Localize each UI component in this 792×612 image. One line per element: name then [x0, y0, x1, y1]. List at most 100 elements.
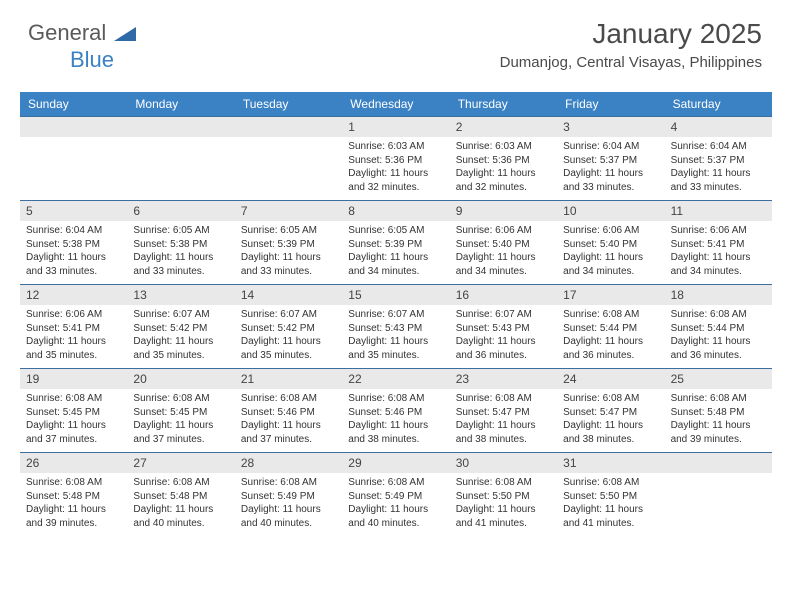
day-info-line: Sunrise: 6:07 AM	[456, 308, 551, 322]
day-info-line: Sunrise: 6:05 AM	[241, 224, 336, 238]
day-info-line: Sunset: 5:43 PM	[348, 322, 443, 336]
day-info-line: and 40 minutes.	[241, 517, 336, 531]
day-info-line: Daylight: 11 hours	[241, 503, 336, 517]
day-info-line: Sunrise: 6:08 AM	[133, 392, 228, 406]
calendar-cell: 17Sunrise: 6:08 AMSunset: 5:44 PMDayligh…	[557, 285, 664, 368]
day-info-line: Daylight: 11 hours	[563, 335, 658, 349]
day-info-line: and 36 minutes.	[563, 349, 658, 363]
day-number: 15	[342, 285, 449, 305]
calendar: SundayMondayTuesdayWednesdayThursdayFrid…	[20, 92, 772, 536]
day-info: Sunrise: 6:08 AMSunset: 5:47 PMDaylight:…	[557, 389, 664, 452]
day-info-line: Sunset: 5:50 PM	[456, 490, 551, 504]
weekday-header-cell: Friday	[557, 92, 664, 116]
day-info: Sunrise: 6:07 AMSunset: 5:42 PMDaylight:…	[127, 305, 234, 368]
day-info: Sunrise: 6:08 AMSunset: 5:46 PMDaylight:…	[342, 389, 449, 452]
day-number: 1	[342, 117, 449, 137]
day-info-line: Sunset: 5:41 PM	[671, 238, 766, 252]
calendar-cell: 13Sunrise: 6:07 AMSunset: 5:42 PMDayligh…	[127, 285, 234, 368]
day-info-line: Daylight: 11 hours	[348, 419, 443, 433]
day-number: 21	[235, 369, 342, 389]
day-info: Sunrise: 6:08 AMSunset: 5:48 PMDaylight:…	[127, 473, 234, 536]
day-info-line: Sunset: 5:42 PM	[133, 322, 228, 336]
calendar-cell: 21Sunrise: 6:08 AMSunset: 5:46 PMDayligh…	[235, 369, 342, 452]
day-info-line: Daylight: 11 hours	[26, 419, 121, 433]
day-info-line: Daylight: 11 hours	[456, 503, 551, 517]
day-info-line: and 39 minutes.	[671, 433, 766, 447]
day-info-line: Sunset: 5:41 PM	[26, 322, 121, 336]
day-info: Sunrise: 6:05 AMSunset: 5:39 PMDaylight:…	[342, 221, 449, 284]
calendar-cell: 7Sunrise: 6:05 AMSunset: 5:39 PMDaylight…	[235, 201, 342, 284]
day-number: 29	[342, 453, 449, 473]
day-info: Sunrise: 6:04 AMSunset: 5:37 PMDaylight:…	[665, 137, 772, 200]
day-number: 9	[450, 201, 557, 221]
day-info-line: Daylight: 11 hours	[133, 251, 228, 265]
day-info-line: and 41 minutes.	[563, 517, 658, 531]
calendar-cell: 28Sunrise: 6:08 AMSunset: 5:49 PMDayligh…	[235, 453, 342, 536]
day-info: Sunrise: 6:06 AMSunset: 5:41 PMDaylight:…	[665, 221, 772, 284]
day-info-line: Sunrise: 6:07 AM	[241, 308, 336, 322]
calendar-cell-empty	[235, 117, 342, 200]
day-info-line: Daylight: 11 hours	[348, 335, 443, 349]
logo-text-general: General	[28, 20, 106, 45]
day-info: Sunrise: 6:08 AMSunset: 5:47 PMDaylight:…	[450, 389, 557, 452]
day-number: 25	[665, 369, 772, 389]
day-info-line: and 40 minutes.	[133, 517, 228, 531]
day-info-line: Sunrise: 6:07 AM	[348, 308, 443, 322]
day-number: 13	[127, 285, 234, 305]
day-info-line: and 37 minutes.	[133, 433, 228, 447]
day-number: 10	[557, 201, 664, 221]
day-number: 14	[235, 285, 342, 305]
day-info-line: Sunrise: 6:07 AM	[133, 308, 228, 322]
day-info: Sunrise: 6:05 AMSunset: 5:38 PMDaylight:…	[127, 221, 234, 284]
day-info-line: and 33 minutes.	[671, 181, 766, 195]
day-info-line: Sunrise: 6:08 AM	[563, 392, 658, 406]
day-info	[235, 137, 342, 191]
day-info: Sunrise: 6:08 AMSunset: 5:44 PMDaylight:…	[557, 305, 664, 368]
weekday-header-cell: Saturday	[665, 92, 772, 116]
day-number: 11	[665, 201, 772, 221]
calendar-week-row: 1Sunrise: 6:03 AMSunset: 5:36 PMDaylight…	[20, 116, 772, 200]
day-info-line: Sunrise: 6:08 AM	[563, 476, 658, 490]
day-info-line: Sunset: 5:37 PM	[563, 154, 658, 168]
day-info-line: Daylight: 11 hours	[26, 251, 121, 265]
calendar-cell: 4Sunrise: 6:04 AMSunset: 5:37 PMDaylight…	[665, 117, 772, 200]
day-number: 5	[20, 201, 127, 221]
weekday-header-cell: Tuesday	[235, 92, 342, 116]
day-info-line: Sunset: 5:37 PM	[671, 154, 766, 168]
day-number: 8	[342, 201, 449, 221]
day-info-line: Daylight: 11 hours	[26, 503, 121, 517]
day-info-line: Sunrise: 6:06 AM	[26, 308, 121, 322]
location-subtitle: Dumanjog, Central Visayas, Philippines	[500, 54, 762, 71]
day-info-line: Sunrise: 6:08 AM	[456, 392, 551, 406]
day-info-line: and 33 minutes.	[133, 265, 228, 279]
day-number: 24	[557, 369, 664, 389]
day-info-line: Sunrise: 6:08 AM	[456, 476, 551, 490]
day-info-line: and 38 minutes.	[563, 433, 658, 447]
day-info-line: Daylight: 11 hours	[241, 419, 336, 433]
day-number: 27	[127, 453, 234, 473]
day-info-line: Sunset: 5:48 PM	[671, 406, 766, 420]
day-info-line: and 33 minutes.	[241, 265, 336, 279]
day-info-line: Daylight: 11 hours	[563, 503, 658, 517]
day-number: 23	[450, 369, 557, 389]
day-info-line: Sunset: 5:38 PM	[133, 238, 228, 252]
day-info-line: Daylight: 11 hours	[671, 419, 766, 433]
day-info-line: Daylight: 11 hours	[133, 419, 228, 433]
day-info: Sunrise: 6:08 AMSunset: 5:45 PMDaylight:…	[127, 389, 234, 452]
day-number: 22	[342, 369, 449, 389]
day-info-line: Sunset: 5:45 PM	[26, 406, 121, 420]
day-number: 18	[665, 285, 772, 305]
day-info-line: Daylight: 11 hours	[563, 167, 658, 181]
calendar-cell: 10Sunrise: 6:06 AMSunset: 5:40 PMDayligh…	[557, 201, 664, 284]
calendar-cell: 6Sunrise: 6:05 AMSunset: 5:38 PMDaylight…	[127, 201, 234, 284]
day-info-line: Sunrise: 6:08 AM	[26, 392, 121, 406]
calendar-cell: 18Sunrise: 6:08 AMSunset: 5:44 PMDayligh…	[665, 285, 772, 368]
weekday-header-cell: Sunday	[20, 92, 127, 116]
day-info-line: and 39 minutes.	[26, 517, 121, 531]
calendar-cell: 20Sunrise: 6:08 AMSunset: 5:45 PMDayligh…	[127, 369, 234, 452]
day-info-line: Sunset: 5:47 PM	[456, 406, 551, 420]
day-info-line: Daylight: 11 hours	[563, 419, 658, 433]
header: January 2025 Dumanjog, Central Visayas, …	[500, 18, 762, 71]
day-info-line: Daylight: 11 hours	[671, 167, 766, 181]
day-info: Sunrise: 6:04 AMSunset: 5:38 PMDaylight:…	[20, 221, 127, 284]
